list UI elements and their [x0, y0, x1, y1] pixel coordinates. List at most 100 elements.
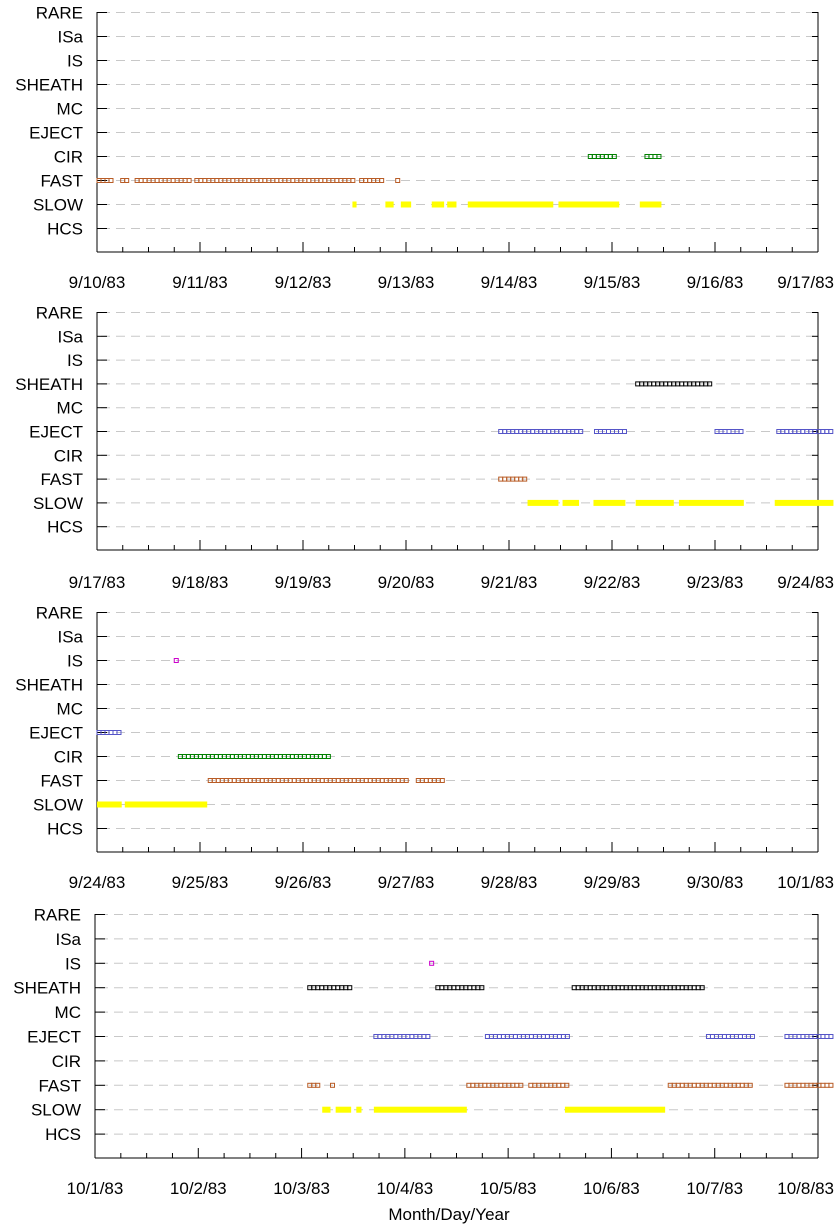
y-tick-label: EJECT	[27, 1028, 81, 1047]
series-point-fast	[820, 1082, 826, 1088]
x-tick-label: 10/3/83	[273, 1179, 330, 1198]
series-point-sheath	[647, 985, 653, 991]
y-tick-label: SHEATH	[15, 76, 83, 95]
series-point-eject	[726, 429, 732, 434]
series-point-cir	[245, 754, 251, 759]
series-point-eject	[737, 1034, 743, 1039]
series-point-eject	[425, 1034, 431, 1039]
series-point-eject	[784, 1034, 790, 1039]
series-point-fast	[186, 178, 192, 183]
series-point-eject	[820, 429, 826, 434]
x-tick-label: 9/12/83	[275, 273, 332, 292]
series-point-fast	[739, 1082, 745, 1088]
x-tick-label: 9/26/83	[275, 873, 332, 892]
x-tick-label: 9/25/83	[172, 873, 229, 892]
x-tick-label: 9/23/83	[687, 573, 744, 592]
y-tick-label: ISa	[57, 628, 83, 647]
series-point-eject	[556, 1034, 562, 1039]
y-tick-label: SHEATH	[15, 375, 83, 394]
series-point-fast	[319, 778, 325, 783]
chart-panel-1: RARE ISa IS SHEATH MC EJECT CIR FAST SLOW HCS 9/10…	[15, 4, 834, 293]
x-tick-label: 9/24/83	[777, 573, 834, 592]
x-tick-label: 9/16/83	[687, 273, 744, 292]
series-point-eject	[574, 429, 580, 434]
y-tick-label: MC	[57, 100, 83, 119]
series-point-fast	[335, 778, 341, 783]
y-tick-label: SHEATH	[15, 676, 83, 695]
series-point-eject	[828, 1034, 834, 1039]
y-tick-label: EJECT	[29, 124, 83, 143]
y-tick-label: CIR	[54, 748, 83, 767]
x-tick-label: 9/19/83	[275, 573, 332, 592]
y-tick-label: CIR	[54, 148, 83, 167]
series-point-fast	[528, 1082, 534, 1088]
series-point-eject	[544, 1034, 550, 1039]
y-tick-label: HCS	[45, 1125, 81, 1144]
series-point-sheath	[699, 985, 705, 991]
series-point-sheath	[319, 985, 325, 991]
y-tick-label: FAST	[40, 172, 83, 191]
series-point-fast	[315, 1082, 321, 1088]
series-point-sheath	[347, 985, 353, 991]
y-tick-label: RARE	[36, 604, 83, 623]
series-point-cir	[229, 754, 235, 759]
series-point-sheath	[467, 985, 473, 991]
y-tick-label: SLOW	[33, 494, 83, 513]
series-bar-slow	[467, 201, 554, 208]
series-point-eject	[605, 429, 611, 434]
y-tick-label: CIR	[52, 1052, 81, 1071]
y-tick-label: MC	[55, 1003, 81, 1022]
series-point-sheath	[479, 985, 485, 991]
y-tick-label: HCS	[47, 518, 83, 537]
series-point-sheath	[707, 381, 713, 387]
y-tick-label: HCS	[47, 820, 83, 839]
series-point-sheath	[619, 985, 625, 991]
series-bar-slow	[385, 201, 394, 208]
x-tick-label: 9/22/83	[584, 573, 641, 592]
x-tick-label: 10/7/83	[686, 1179, 743, 1198]
series-point-fast	[707, 1082, 713, 1088]
y-tick-label: SLOW	[33, 796, 83, 815]
series-point-fast	[395, 178, 401, 183]
series-point-cir	[321, 754, 327, 759]
series-point-cir	[591, 154, 597, 159]
x-tick-label: 9/21/83	[481, 573, 538, 592]
series-bar-slow	[352, 201, 357, 208]
y-tick-label: HCS	[47, 220, 83, 239]
series-bar-slow	[124, 801, 208, 808]
series-point-eject	[484, 1034, 490, 1039]
series-point-eject	[738, 429, 744, 434]
x-tick-label: 9/20/83	[378, 573, 435, 592]
series-point-sheath	[635, 381, 641, 387]
y-tick-label: SLOW	[33, 196, 83, 215]
series-point-fast	[482, 1082, 488, 1088]
series-point-fast	[334, 178, 340, 183]
series-point-cir	[261, 754, 267, 759]
series-point-sheath	[603, 985, 609, 991]
series-point-fast	[747, 1082, 753, 1088]
series-point-eject	[512, 1034, 518, 1039]
y-tick-label: FAST	[38, 1076, 81, 1095]
series-point-cir	[656, 154, 662, 159]
series-point-cir	[185, 754, 191, 759]
series-point-fast	[514, 1082, 520, 1088]
series-point-eject	[621, 429, 627, 434]
y-tick-label: MC	[57, 399, 83, 418]
series-point-fast	[274, 178, 280, 183]
series-point-fast	[498, 1082, 504, 1088]
series-point-eject	[530, 429, 536, 434]
x-tick-label: 9/17/83	[69, 573, 126, 592]
chart-panel-4: RARE ISa IS SHEATH MC EJECT CIR FAST SLOW HCS 10/1…	[13, 906, 834, 1199]
series-point-fast	[231, 778, 237, 783]
series-point-fast	[824, 1082, 830, 1088]
series-point-eject	[721, 1034, 727, 1039]
x-tick-label: 9/18/83	[172, 573, 229, 592]
series-bar-slow	[356, 1106, 362, 1113]
series-point-is	[173, 658, 179, 663]
series-point-eject	[116, 730, 122, 735]
chart-panel-3: RARE ISa IS SHEATH MC EJECT CIR FAST SLOW HCS 9/24…	[15, 604, 834, 893]
series-point-fast	[306, 178, 312, 183]
series-point-cir	[201, 754, 207, 759]
series-point-cir	[325, 754, 331, 759]
